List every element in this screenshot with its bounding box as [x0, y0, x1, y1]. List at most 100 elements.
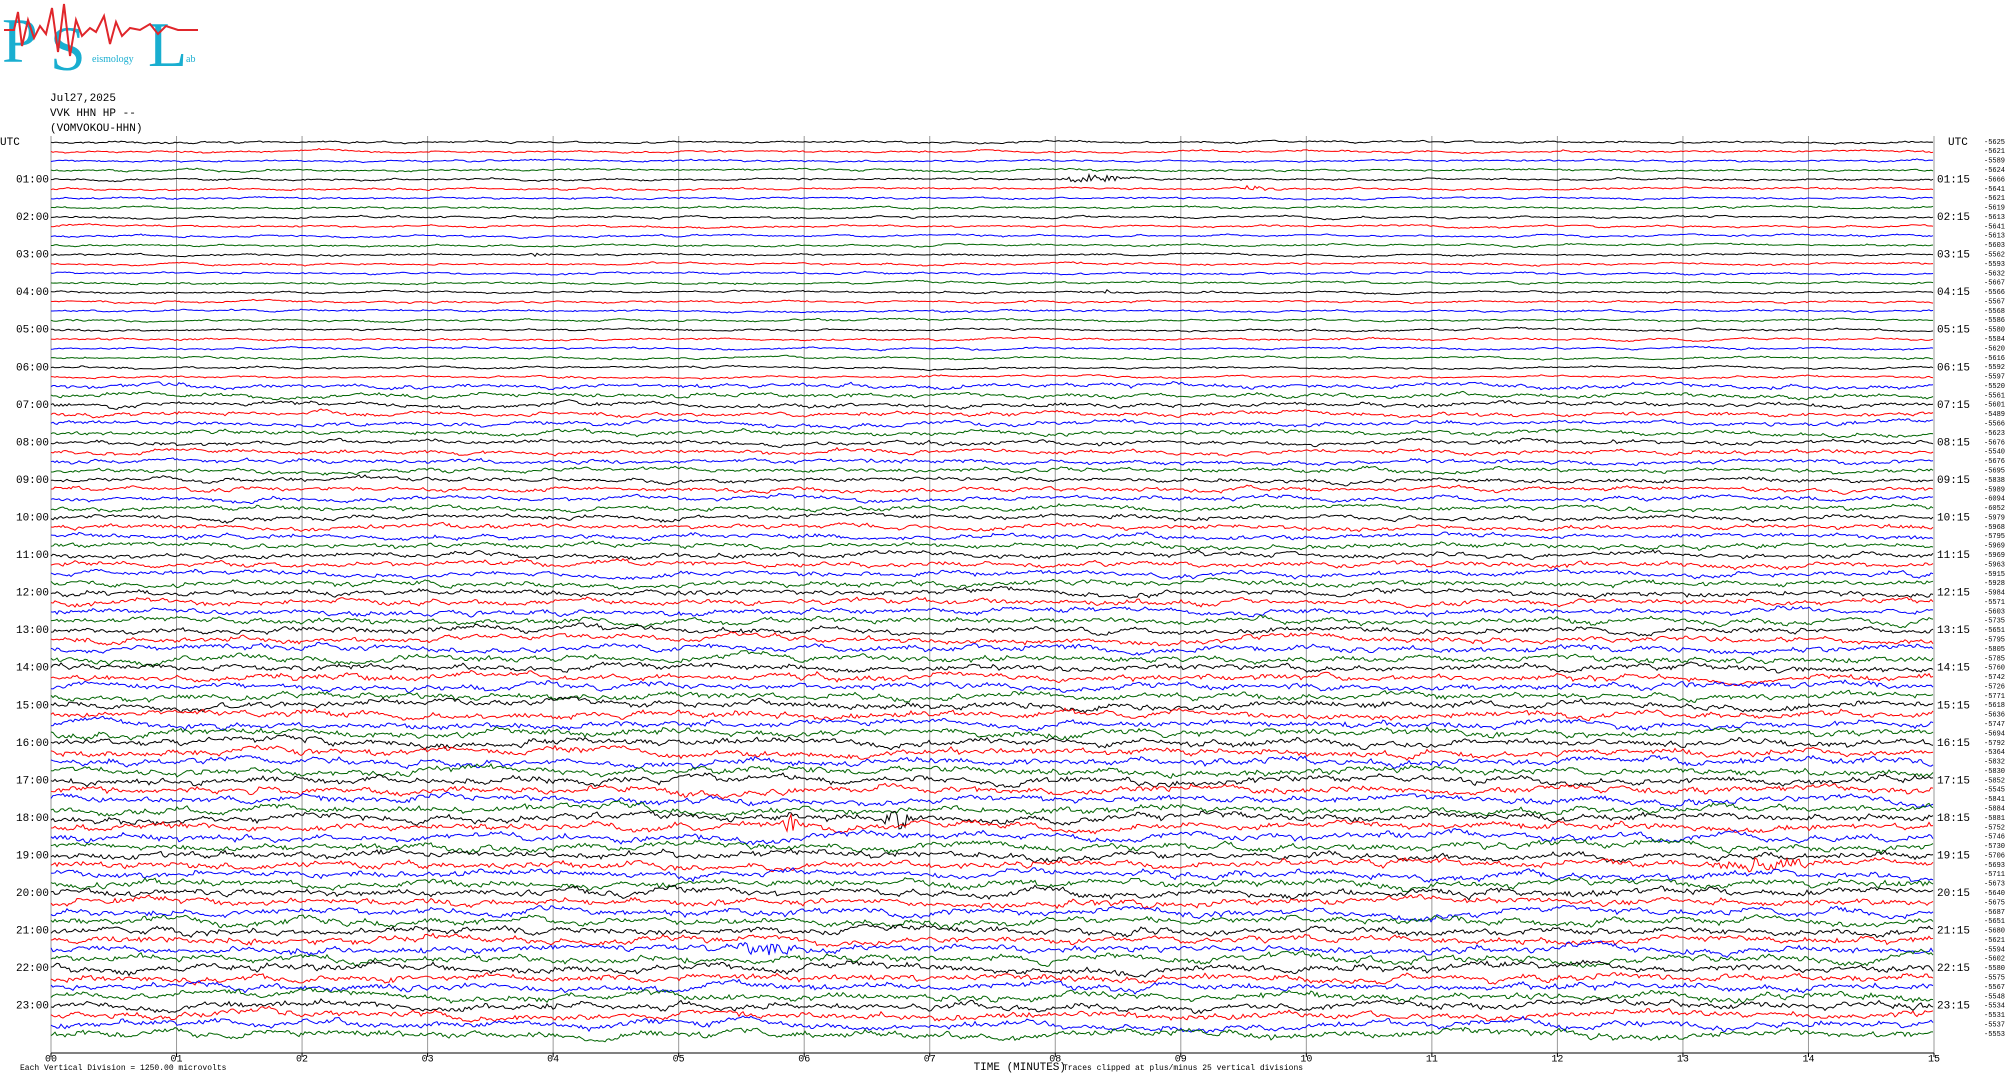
row-offset: -5852	[1984, 777, 2005, 785]
trace	[50, 772, 1934, 788]
trace	[51, 242, 1934, 248]
row-offset: -5830	[1984, 768, 2005, 776]
row-offset: -5695	[1984, 467, 2005, 475]
row-offset: -5592	[1984, 364, 2005, 372]
row-offset: -5623	[1984, 430, 2005, 438]
row-offset: -6052	[1984, 505, 2005, 513]
trace	[50, 326, 1934, 333]
trace	[50, 390, 1934, 401]
trace	[50, 567, 1934, 581]
row-offset: -5726	[1984, 683, 2005, 691]
row-offset: -5640	[1984, 890, 2005, 898]
row-offset: -5832	[1984, 759, 2005, 767]
right-time-label: 22:15	[1937, 963, 1970, 975]
row-offset: -5619	[1984, 205, 2005, 213]
trace	[50, 540, 1934, 552]
trace	[50, 904, 1934, 923]
row-offset: -5621	[1984, 195, 2005, 203]
trace	[50, 148, 1934, 154]
row-offset: -5680	[1984, 928, 2005, 936]
right-time-label: 07:15	[1937, 400, 1970, 412]
row-offset: -5746	[1984, 834, 2005, 842]
trace	[50, 503, 1934, 514]
row-offset: -5586	[1984, 317, 2005, 325]
row-offset: -5693	[1984, 862, 2005, 870]
row-offset: -5364	[1984, 749, 2005, 757]
trace	[50, 894, 1934, 910]
trace	[50, 345, 1934, 352]
row-offset: -5641	[1984, 223, 2005, 231]
left-time-label: 12:00	[16, 588, 49, 600]
trace	[50, 585, 1934, 600]
trace	[50, 446, 1934, 457]
trace	[50, 669, 1934, 686]
left-time-label: 20:00	[16, 888, 49, 900]
trace	[50, 978, 1934, 995]
row-offset: -5711	[1984, 871, 2005, 879]
row-offset: -5567	[1984, 298, 2005, 306]
trace	[51, 308, 1934, 314]
trace	[50, 172, 1934, 183]
right-time-label: 03:15	[1937, 250, 1970, 262]
left-time-label: 07:00	[16, 400, 49, 412]
logo-wave	[4, 3, 198, 57]
row-offset: -5706	[1984, 852, 2005, 860]
trace	[50, 457, 1934, 467]
row-offset: -5594	[1984, 946, 2005, 954]
row-offset: -5881	[1984, 815, 2005, 823]
x-tick-label: 12	[1551, 1055, 1563, 1066]
trace	[50, 631, 1934, 647]
left-time-label: 04:00	[16, 287, 49, 299]
left-time-label: 13:00	[16, 625, 49, 637]
right-time-label: 05:15	[1937, 325, 1970, 337]
row-offset: -5979	[1984, 514, 2005, 522]
trace	[50, 876, 1934, 893]
row-offset: -5694	[1984, 730, 2005, 738]
logo-letter: P	[2, 5, 38, 76]
trace	[50, 223, 1934, 230]
row-offset: -5795	[1984, 533, 2005, 541]
row-offset: -5568	[1984, 308, 2005, 316]
row-offset: -5792	[1984, 740, 2005, 748]
x-tick-label: 00	[45, 1055, 57, 1066]
row-offset: -5575	[1984, 975, 2005, 983]
trace	[50, 867, 1934, 883]
trace	[50, 364, 1934, 372]
trace	[50, 733, 1934, 751]
channel: (VOMVOKOU-HHN)	[50, 123, 142, 135]
trace	[50, 940, 1934, 958]
trace	[50, 972, 1934, 986]
row-offset: -5984	[1984, 590, 2005, 598]
right-time-label: 09:15	[1937, 475, 1970, 487]
logo-letter: S	[50, 13, 86, 84]
trace	[50, 427, 1934, 439]
trace	[50, 856, 1934, 873]
trace	[50, 1015, 1934, 1034]
x-tick-label: 01	[171, 1055, 183, 1066]
traces	[50, 139, 1934, 1043]
trace	[50, 521, 1934, 533]
trace	[50, 418, 1934, 430]
trace	[50, 799, 1934, 818]
logo: P S L eismology ab	[2, 3, 198, 84]
row-offset: -5603	[1984, 608, 2005, 616]
left-time-label: 05:00	[16, 325, 49, 337]
station: VVK HHN HP --	[50, 108, 136, 120]
x-tick-label: 07	[924, 1055, 936, 1066]
x-tick-label: 09	[1175, 1055, 1187, 1066]
row-offset: -5915	[1984, 571, 2005, 579]
right-time-label: 18:15	[1937, 813, 1970, 825]
left-time-label: 16:00	[16, 738, 49, 750]
row-offset: -5989	[1984, 486, 2005, 494]
right-time-label: 10:15	[1937, 512, 1970, 524]
trace	[50, 279, 1934, 286]
row-offset: -5624	[1984, 167, 2005, 175]
right-time-label: 15:15	[1937, 700, 1970, 712]
trace	[50, 1005, 1934, 1023]
trace	[50, 707, 1934, 722]
row-offset: -5561	[1984, 392, 2005, 400]
trace	[50, 232, 1934, 239]
trace	[50, 932, 1934, 948]
row-offset: -5537	[1984, 1021, 2005, 1029]
